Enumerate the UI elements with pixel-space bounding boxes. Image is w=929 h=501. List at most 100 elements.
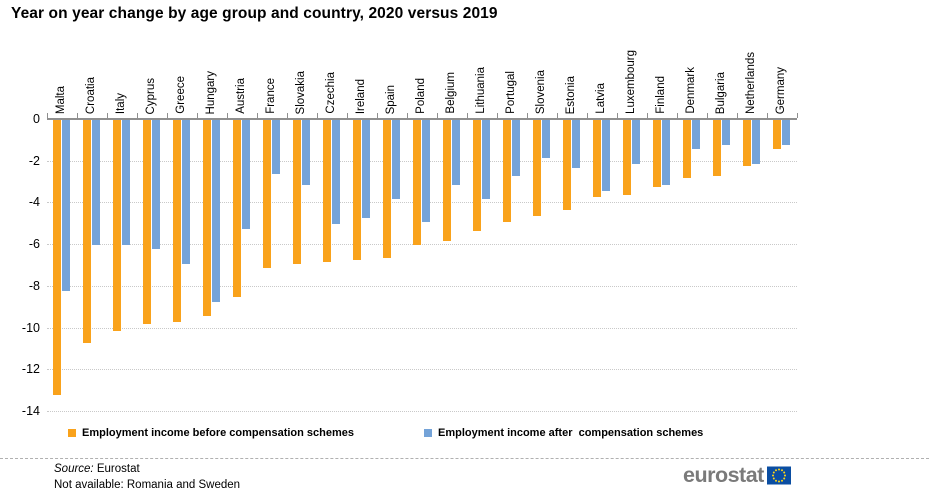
axis-tick <box>106 113 108 118</box>
country-label-cell: Portugal <box>497 30 527 114</box>
axis-tick <box>526 113 528 118</box>
bar-before <box>82 120 91 344</box>
country-labels-row: Malta Croatia Italy Cyprus Greece Hungary Aust… <box>47 30 797 114</box>
country-label-cell: Poland <box>407 30 437 114</box>
y-tick-label: -10 <box>21 320 40 335</box>
country-label: Ireland <box>355 78 368 114</box>
bar-before <box>202 120 211 317</box>
y-tick-label: -8 <box>28 278 40 293</box>
bar-after <box>211 120 220 302</box>
chart-title: Year on year change by age group and cou… <box>11 5 498 22</box>
country-label-cell: Hungary <box>197 30 227 114</box>
bar-group <box>227 120 257 412</box>
country-label: Portugal <box>505 71 518 114</box>
country-label-cell: Czechia <box>317 30 347 114</box>
axis-tick <box>706 113 708 118</box>
bar-before <box>382 120 391 258</box>
bar-group <box>77 120 107 412</box>
country-label: Estonia <box>565 75 578 114</box>
bar-after <box>781 120 790 145</box>
bars-row <box>46 113 798 412</box>
footer-text: Source: Eurostat Not available: Romania … <box>54 461 240 493</box>
bar-after <box>301 120 310 185</box>
country-label: Bulgaria <box>715 71 728 114</box>
axis-tick <box>466 113 468 118</box>
axis-tick <box>796 113 798 118</box>
bar-after <box>181 120 190 264</box>
bar-group <box>707 120 737 412</box>
country-label-cell: Belgium <box>437 30 467 114</box>
axis-tick <box>256 113 258 118</box>
bar-group <box>377 120 407 412</box>
bar-after <box>661 120 670 185</box>
country-label: Germany <box>775 66 788 114</box>
country-label: Italy <box>115 92 128 114</box>
axis-tick <box>196 113 198 118</box>
bar-after <box>631 120 640 164</box>
bar-before <box>742 120 751 166</box>
gridline <box>47 285 797 287</box>
bar-before <box>502 120 511 223</box>
bar-after <box>751 120 760 164</box>
bar-before <box>412 120 421 246</box>
footer-divider <box>0 458 929 459</box>
country-label: Slovenia <box>535 69 548 114</box>
bar-after <box>451 120 460 185</box>
legend-item-after: Employment income after compensation sch… <box>424 427 703 439</box>
y-tick-label: -6 <box>28 237 40 252</box>
legend-label-after: Employment income after compensation sch… <box>438 427 704 439</box>
axis-tick <box>736 113 738 118</box>
country-label-cell: Germany <box>767 30 797 114</box>
axis-tick <box>616 113 618 118</box>
eurostat-logo: eurostat <box>683 464 791 487</box>
country-label: Slovakia <box>295 70 308 114</box>
bar-group <box>647 120 677 412</box>
bar-group <box>437 120 467 412</box>
country-label-cell: Slovakia <box>287 30 317 114</box>
bar-before <box>172 120 181 323</box>
country-label: Spain <box>385 84 398 114</box>
legend-label-before: Employment income before compensation sc… <box>82 427 355 439</box>
country-label: Greece <box>175 76 188 114</box>
bar-group <box>287 120 317 412</box>
country-label-cell: Italy <box>107 30 137 114</box>
bar-before <box>562 120 571 210</box>
bar-after <box>721 120 730 145</box>
bar-group <box>737 120 767 412</box>
bar-before <box>592 120 601 198</box>
country-label: Denmark <box>685 67 698 114</box>
bar-after <box>511 120 520 177</box>
country-label-cell: Bulgaria <box>707 30 737 114</box>
country-label-cell: Austria <box>227 30 257 114</box>
source-label: Source: <box>54 463 94 475</box>
axis-tick <box>166 113 168 118</box>
country-label: Hungary <box>205 70 218 114</box>
bar-group <box>617 120 647 412</box>
bar-after <box>91 120 100 246</box>
country-label: France <box>265 78 278 114</box>
country-label: Latvia <box>595 83 608 114</box>
country-label-cell: Croatia <box>77 30 107 114</box>
bar-group <box>587 120 617 412</box>
bar-before <box>442 120 451 241</box>
bar-after <box>151 120 160 250</box>
axis-tick <box>556 113 558 118</box>
bar-before <box>352 120 361 260</box>
axis-tick <box>376 113 378 118</box>
bar-after <box>571 120 580 168</box>
bar-after <box>121 120 130 246</box>
country-label-cell: Spain <box>377 30 407 114</box>
gridline <box>47 244 797 246</box>
axis-tick <box>676 113 678 118</box>
axis-tick <box>226 113 228 118</box>
gridline <box>47 327 797 329</box>
bar-after <box>391 120 400 200</box>
axis-tick <box>136 113 138 118</box>
bar-group <box>197 120 227 412</box>
y-tick-label: -2 <box>28 153 40 168</box>
availability-note: Not available: Romania and Sweden <box>54 479 241 491</box>
bar-after <box>601 120 610 191</box>
bar-before <box>292 120 301 264</box>
bar-before <box>52 120 61 396</box>
bar-group <box>467 120 497 412</box>
